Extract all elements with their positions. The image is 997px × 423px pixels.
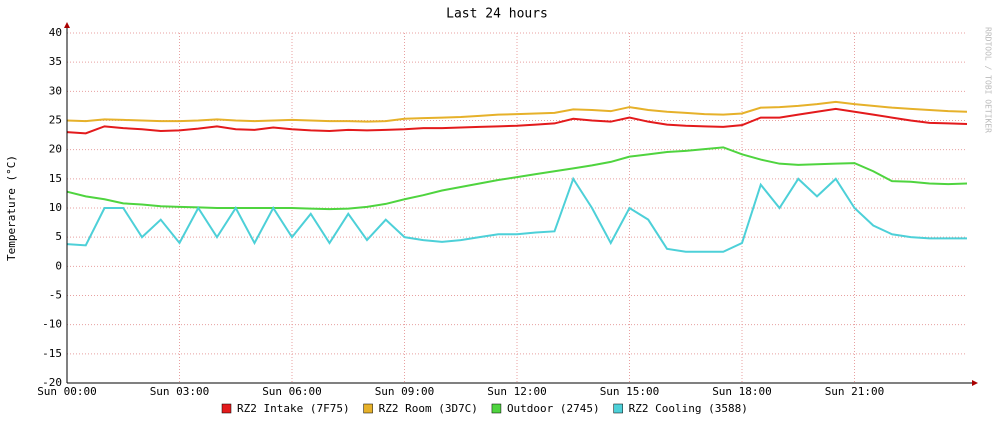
legend-swatch [491, 403, 502, 414]
legend-label: RZ2 Cooling (3588) [629, 402, 748, 415]
y-axis-label: Temperature (°C) [5, 155, 18, 261]
y-tick-label: 25 [49, 114, 62, 127]
chart-title: Last 24 hours [446, 7, 548, 22]
x-tick-label: Sun 15:00 [600, 385, 660, 398]
y-tick-label: 40 [49, 26, 62, 39]
x-tick-label: Sun 03:00 [150, 385, 210, 398]
x-tick-label: Sun 06:00 [262, 385, 322, 398]
series-line [66, 146, 968, 211]
legend-swatch [613, 403, 623, 414]
x-tick-label: Sun 12:00 [487, 385, 547, 398]
y-tick-label: -15 [42, 347, 62, 360]
y-tick-label: 5 [55, 230, 62, 243]
watermark: RRDTOOL / TOBI OETIKER [984, 27, 993, 133]
legend-label: Outdoor (2745) [507, 402, 600, 415]
y-tick-label: -10 [42, 318, 62, 331]
x-tick-label: Sun 18:00 [712, 385, 772, 398]
legend-label: RZ2 Room (3D7C) [379, 402, 478, 415]
legend-swatch [363, 403, 373, 414]
series-line [66, 107, 968, 135]
y-tick-label: 20 [49, 143, 62, 156]
legend-swatch [221, 403, 232, 414]
x-arrow [972, 380, 978, 386]
y-tick-label: -5 [49, 289, 62, 302]
x-tick-label: Sun 21:00 [825, 385, 885, 398]
legend-label: RZ2 Intake (7F75) [237, 402, 350, 415]
y-tick-label: 35 [49, 55, 62, 68]
y-tick-label: 0 [55, 259, 62, 272]
y-tick-label: -20 [42, 376, 62, 389]
y-tick-label: 10 [49, 201, 62, 214]
series-line [66, 100, 968, 123]
x-tick-label: Sun 00:00 [37, 385, 97, 398]
y-arrow [64, 22, 70, 28]
series-line [66, 176, 967, 253]
x-tick-label: Sun 09:00 [375, 385, 435, 398]
y-tick-label: 30 [49, 84, 62, 97]
y-tick-label: 15 [49, 172, 62, 185]
